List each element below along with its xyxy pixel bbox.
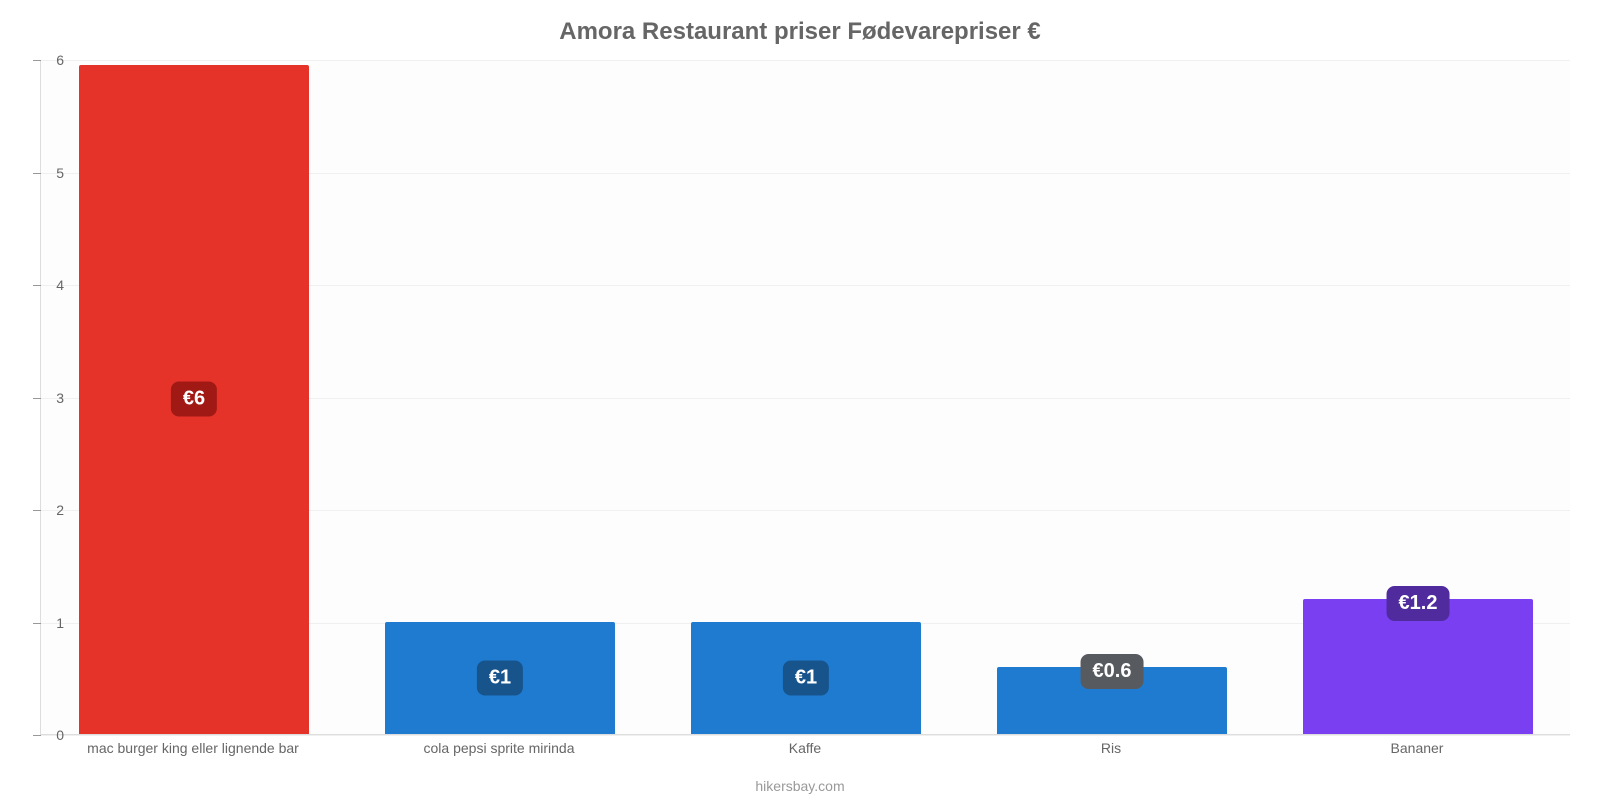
bar: €0.6 [997, 667, 1227, 735]
value-badge: €1 [477, 660, 523, 695]
bar: €6 [79, 65, 309, 734]
value-badge: €1.2 [1387, 586, 1450, 621]
y-axis-label: 3 [34, 390, 64, 406]
y-axis-label: 1 [34, 615, 64, 631]
gridline [41, 735, 1570, 736]
x-axis-label: Ris [1101, 740, 1121, 756]
y-axis-label: 4 [34, 277, 64, 293]
price-chart: Amora Restaurant priser Fødevarepriser €… [0, 0, 1600, 800]
x-axis-label: Bananer [1391, 740, 1444, 756]
value-badge: €1 [783, 660, 829, 695]
bar: €1 [385, 622, 615, 735]
y-axis-label: 6 [34, 52, 64, 68]
y-axis-label: 2 [34, 502, 64, 518]
y-axis-label: 0 [34, 727, 64, 743]
y-axis-label: 5 [34, 165, 64, 181]
bar: €1.2 [1303, 599, 1533, 734]
chart-title: Amora Restaurant priser Fødevarepriser € [0, 18, 1600, 46]
bar: €1 [691, 622, 921, 735]
chart-credit: hikersbay.com [0, 778, 1600, 794]
gridline [41, 60, 1570, 61]
x-axis-label: Kaffe [789, 740, 821, 756]
value-badge: €0.6 [1081, 654, 1144, 689]
x-axis-label: cola pepsi sprite mirinda [424, 740, 575, 756]
plot-area: €6 €1 €1 €0.6 €1.2 [40, 60, 1570, 735]
x-axis-label: mac burger king eller lignende bar [87, 740, 299, 756]
value-badge: €6 [171, 382, 217, 417]
